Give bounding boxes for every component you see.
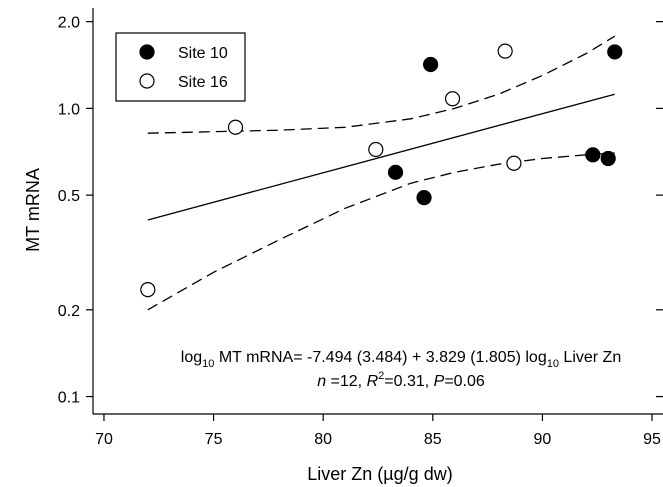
legend-box [115,32,246,102]
point-site-16-4 [444,91,461,107]
regression-statistics: n =12, R2=0.31, P=0.06 [317,370,485,390]
point-site-10-4 [585,147,601,163]
legend-marker-site-10 [139,44,155,60]
confidence-band-upper [147,35,616,134]
point-site-16-6 [506,155,522,171]
y-tick-label-2: 2.0 [58,15,80,32]
axes: 70 75 80 85 90 95 0.1 0.2 0.5 1.0 2.0 [58,8,663,448]
confidence-bands [147,35,616,311]
y-axis-title: MT mRNA [23,168,43,252]
x-tick-label-70: 70 [95,431,113,448]
legend: Site 10 Site 16 [115,32,246,102]
point-site-10-1 [387,164,404,180]
x-axis-title: Liver Zn (µg/g dw) [307,464,452,484]
legend-label-site-16: Site 16 [178,74,228,91]
y-tick-label-0-5: 0.5 [58,188,80,205]
x-tick-label-85: 85 [424,431,442,448]
legend-marker-site-16 [139,73,155,89]
regression-line [147,93,615,221]
regression-equation: log10 MT mRNA= -7.494 (3.484) + 3.829 (1… [181,349,621,370]
point-site-16-1 [140,282,156,298]
data-points [140,43,623,298]
point-site-10-2 [416,190,432,206]
point-site-10-6 [607,44,623,60]
legend-label-site-10: Site 10 [178,45,228,62]
point-site-10-5 [600,150,616,167]
x-tick-label-95: 95 [643,431,661,448]
y-tick-label-1: 1.0 [58,101,80,118]
confidence-band-lower [147,152,615,311]
point-site-16-2 [227,119,244,135]
x-tick-label-75: 75 [205,431,223,448]
point-site-10-3 [423,56,439,73]
y-tick-label-0-1: 0.1 [58,390,80,407]
x-tick-label-80: 80 [314,431,332,448]
point-site-16-3 [368,141,384,158]
x-tick-label-90: 90 [534,431,552,448]
regression-layer [147,93,615,221]
point-site-16-5 [497,43,513,59]
y-tick-label-0-2: 0.2 [58,303,80,320]
